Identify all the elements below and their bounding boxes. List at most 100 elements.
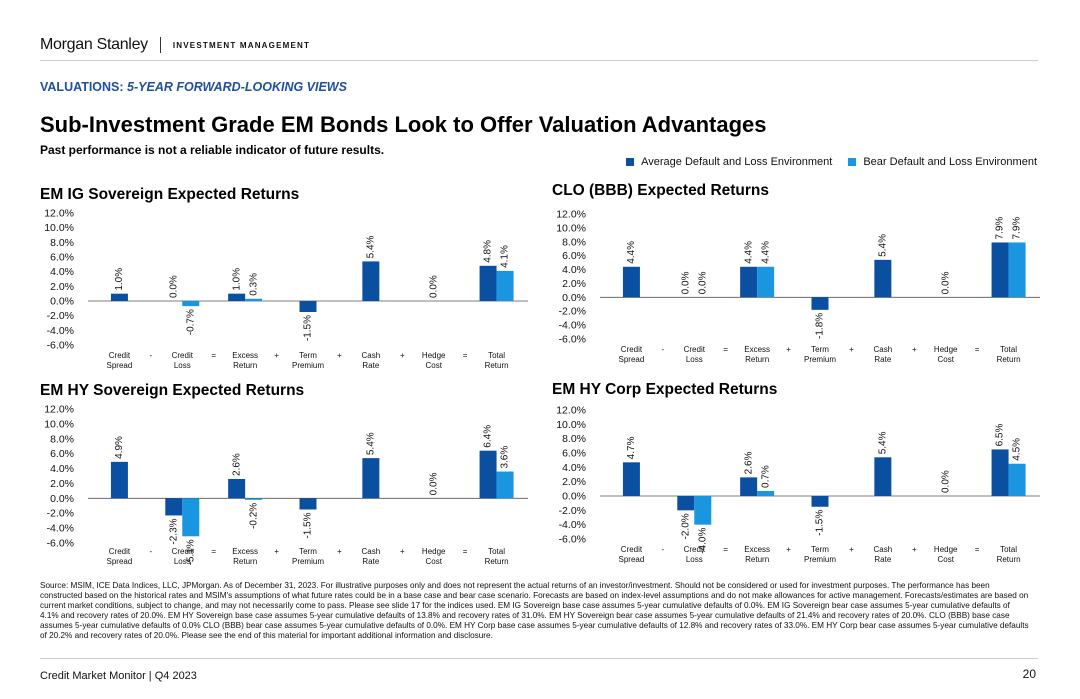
y-tick-label: 12.0% xyxy=(556,209,586,221)
y-tick-label: -6.0% xyxy=(559,534,586,546)
data-label-bear: 0.3% xyxy=(248,273,259,296)
category-label: Hedge xyxy=(422,351,446,360)
category-label: Cost xyxy=(937,555,954,564)
bar-bear xyxy=(757,266,775,298)
data-label-average: 0.0% xyxy=(680,271,691,294)
legend: Average Default and Loss Environment Bea… xyxy=(610,156,1037,168)
y-tick-label: -2.0% xyxy=(47,310,74,322)
bar-bear xyxy=(182,301,200,307)
data-label-average: -2.3% xyxy=(168,518,179,544)
y-tick-label: 6.0% xyxy=(50,448,74,460)
bar-average xyxy=(362,458,380,499)
page-number: 20 xyxy=(1022,667,1036,681)
category-label: Return xyxy=(233,557,257,566)
y-tick-label: -2.0% xyxy=(47,508,74,520)
y-tick-label: -6.0% xyxy=(47,340,74,352)
category-label: Credit xyxy=(172,351,194,360)
y-tick-label: -2.0% xyxy=(559,306,586,318)
bar-bear xyxy=(496,270,514,301)
category-label: Excess xyxy=(744,545,770,554)
bar-average xyxy=(622,266,640,298)
data-label-bear: -4.0% xyxy=(697,528,708,554)
data-label-bear: 7.9% xyxy=(1012,217,1023,240)
chart-title-em-ig-sovereign: EM IG Sovereign Expected Returns xyxy=(40,186,300,203)
operator-label: = xyxy=(463,547,468,556)
y-tick-label: 8.0% xyxy=(50,237,74,249)
category-label: Return xyxy=(485,557,509,566)
data-label-average: 5.4% xyxy=(365,235,376,258)
category-label: Loss xyxy=(174,361,191,370)
data-label-average: -2.0% xyxy=(680,513,691,539)
operator-label: + xyxy=(274,351,279,360)
data-label-bear: -0.2% xyxy=(248,503,259,529)
category-label: Credit xyxy=(109,351,131,360)
data-label-average: 6.4% xyxy=(483,425,494,448)
y-tick-label: 2.0% xyxy=(562,278,586,290)
data-label-average: 6.5% xyxy=(995,424,1006,447)
y-tick-label: 0.0% xyxy=(562,491,586,503)
y-tick-label: 12.0% xyxy=(44,208,74,220)
y-tick-label: 10.0% xyxy=(44,418,74,430)
y-tick-label: 8.0% xyxy=(562,236,586,248)
y-tick-label: 6.0% xyxy=(562,250,586,262)
bar-bear xyxy=(182,498,200,537)
bar-average xyxy=(110,461,128,499)
category-label: Cost xyxy=(937,355,954,364)
category-label: Excess xyxy=(232,351,258,360)
bar-average xyxy=(299,301,317,312)
data-label-bear: -0.7% xyxy=(185,309,196,335)
y-tick-label: -4.0% xyxy=(47,523,74,535)
bar-average xyxy=(362,261,380,301)
operator-label: + xyxy=(337,547,342,556)
chart-title-em-hy-sovereign: EM HY Sovereign Expected Returns xyxy=(40,382,305,399)
category-label: Spread xyxy=(619,355,645,364)
bar-average xyxy=(479,450,497,499)
data-label-bear: 0.7% xyxy=(760,465,771,488)
category-label: Total xyxy=(488,351,505,360)
category-label: Credit xyxy=(621,345,643,354)
chart-title-clo-bbb: CLO (BBB) Expected Returns xyxy=(552,182,770,199)
category-label: Cash xyxy=(362,351,381,360)
page-subtitle: Past performance is not a reliable indic… xyxy=(40,143,385,157)
category-label: Credit xyxy=(109,547,131,556)
operator-label: - xyxy=(662,545,665,554)
header-rule xyxy=(40,60,1038,61)
bar-average xyxy=(811,496,829,507)
bar-average xyxy=(740,266,758,298)
footer-label: Credit Market Monitor | Q4 2023 xyxy=(40,670,197,682)
category-label: Return xyxy=(745,355,769,364)
y-tick-label: 4.0% xyxy=(562,462,586,474)
chart-em-hy-sovereign: 12.0% 10.0% 8.0% 6.0% 4.0% 2.0% 0.0% -2.0% -4.0%… xyxy=(44,404,528,566)
y-tick-label: 4.0% xyxy=(562,264,586,276)
y-tick-label: 4.0% xyxy=(50,266,74,278)
legend-item-bear: Bear Default and Loss Environment xyxy=(848,156,1037,168)
category-label: Cost xyxy=(425,557,442,566)
bar-bear xyxy=(245,498,263,500)
data-label-average: 5.4% xyxy=(365,432,376,455)
y-tick-label: 0.0% xyxy=(50,296,74,308)
operator-label: + xyxy=(912,545,917,554)
y-tick-label: -4.0% xyxy=(47,325,74,337)
bar-average xyxy=(228,478,246,499)
bar-bear xyxy=(496,471,514,499)
y-tick-label: -4.0% xyxy=(559,519,586,531)
legend-item-average: Average Default and Loss Environment xyxy=(626,156,832,168)
operator-label: = xyxy=(723,345,728,354)
operator-label: + xyxy=(274,547,279,556)
bar-average xyxy=(811,297,829,310)
operator-label: - xyxy=(150,547,153,556)
category-label: Total xyxy=(1000,345,1017,354)
data-label-average: -1.5% xyxy=(815,510,826,536)
category-label: Cost xyxy=(425,361,442,370)
y-tick-label: -6.0% xyxy=(559,334,586,346)
y-tick-label: 10.0% xyxy=(556,222,586,234)
category-label: Credit xyxy=(172,547,194,556)
bar-average xyxy=(740,477,758,496)
category-label: Term xyxy=(299,351,317,360)
category-label: Total xyxy=(1000,545,1017,554)
bar-bear xyxy=(245,298,263,301)
data-label-average: 0.0% xyxy=(168,275,179,298)
category-label: Loss xyxy=(686,355,703,364)
data-label-average: 2.6% xyxy=(231,453,242,476)
bar-average xyxy=(110,293,128,301)
